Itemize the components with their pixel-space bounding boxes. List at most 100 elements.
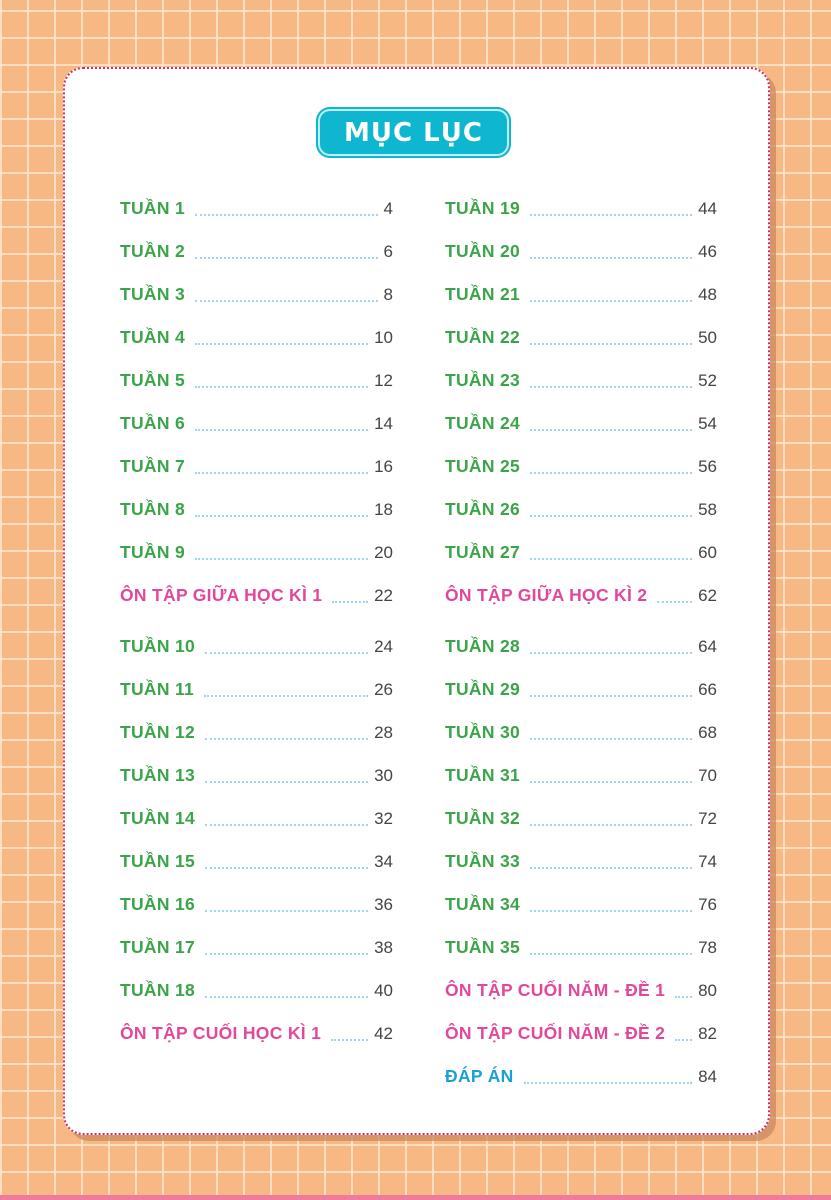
- toc-entry[interactable]: TUẦN 34 76: [445, 883, 717, 926]
- bottom-strip: [0, 1195, 831, 1200]
- toc-entry[interactable]: ÔN TẬP CUỐI NĂM - ĐỀ 1 80: [445, 969, 717, 1012]
- toc-entry-label: TUẦN 35: [445, 937, 521, 957]
- toc-entry[interactable]: TUẦN 6 14: [120, 402, 393, 445]
- dot-leader: [205, 995, 369, 998]
- dot-leader: [195, 514, 369, 517]
- toc-entry[interactable]: TUẦN 4 10: [120, 316, 393, 359]
- toc-entry-label: TUẦN 11: [120, 679, 195, 699]
- toc-entry[interactable]: TUẦN 17 38: [120, 926, 393, 969]
- toc-entry-label: TUẦN 4: [120, 327, 185, 347]
- toc-entry-page: 34: [374, 851, 393, 871]
- dot-leader: [657, 600, 693, 603]
- toc-entry-page: 42: [374, 1023, 393, 1043]
- toc-entry[interactable]: TUẦN 26 58: [445, 488, 717, 531]
- toc-entry[interactable]: TUẦN 5 12: [120, 359, 393, 402]
- toc-entry[interactable]: TUẦN 8 18: [120, 488, 393, 531]
- toc-entry-label: TUẦN 1: [120, 198, 185, 218]
- toc-entry[interactable]: TUẦN 31 70: [445, 754, 717, 797]
- toc-entry-label: TUẦN 16: [120, 894, 196, 914]
- toc-entry-label: TUẦN 17: [120, 937, 196, 957]
- dot-leader: [530, 213, 693, 216]
- dot-leader: [530, 694, 693, 697]
- toc-entry-page: 78: [698, 937, 717, 957]
- toc-entry[interactable]: TUẦN 15 34: [120, 840, 393, 883]
- toc-entry-page: 84: [698, 1066, 717, 1086]
- toc-entry[interactable]: TUẦN 10 24: [120, 625, 393, 668]
- toc-entry[interactable]: TUẦN 19 44: [445, 187, 717, 230]
- toc-entry-page: 6: [383, 241, 393, 261]
- toc-entry-page: 74: [698, 851, 717, 871]
- toc-entry-label: TUẦN 18: [120, 980, 196, 1000]
- toc-entry-page: 18: [374, 499, 393, 519]
- toc-entry[interactable]: ÔN TẬP CUỐI NĂM - ĐỀ 2 82: [445, 1012, 717, 1055]
- toc-entry[interactable]: TUẦN 20 46: [445, 230, 717, 273]
- dot-leader: [195, 428, 369, 431]
- toc-entry-page: 70: [698, 765, 717, 785]
- toc-entry-label: TUẦN 30: [445, 722, 521, 742]
- dot-leader: [530, 342, 693, 345]
- toc-entry[interactable]: TUẦN 21 48: [445, 273, 717, 316]
- toc-entry-page: 4: [383, 198, 393, 218]
- toc-entry[interactable]: TUẦN 3 8: [120, 273, 393, 316]
- toc-entry-page: 68: [698, 722, 717, 742]
- toc-entry[interactable]: ÔN TẬP GIỮA HỌC KÌ 2 62: [445, 574, 717, 617]
- dot-leader: [530, 557, 693, 560]
- toc-entry-page: 22: [374, 585, 393, 605]
- toc-entry[interactable]: TUẦN 13 30: [120, 754, 393, 797]
- toc-entry[interactable]: TUẦN 9 20: [120, 531, 393, 574]
- toc-entry-label: ÔN TẬP CUỐI HỌC KÌ 1: [120, 1023, 322, 1043]
- toc-entry[interactable]: TUẦN 11 26: [120, 668, 393, 711]
- toc-entry-label: TUẦN 13: [120, 765, 196, 785]
- dot-leader: [530, 780, 693, 783]
- dot-leader: [195, 471, 369, 474]
- dot-leader: [205, 866, 369, 869]
- toc-entry-page: 72: [698, 808, 717, 828]
- toc-entry[interactable]: TUẦN 27 60: [445, 531, 717, 574]
- toc-entry-label: ÔN TẬP GIỮA HỌC KÌ 2: [445, 585, 648, 605]
- toc-entry[interactable]: TUẦN 1 4: [120, 187, 393, 230]
- toc-entry-label: TUẦN 7: [120, 456, 185, 476]
- toc-entry[interactable]: TUẦN 25 56: [445, 445, 717, 488]
- dot-leader: [675, 1038, 693, 1041]
- toc-entry[interactable]: TUẦN 16 36: [120, 883, 393, 926]
- dot-leader: [205, 823, 369, 826]
- toc-entry[interactable]: TUẦN 2 6: [120, 230, 393, 273]
- toc-entry[interactable]: TUẦN 18 40: [120, 969, 393, 1012]
- toc-entry[interactable]: ĐÁP ÁN 84: [445, 1055, 717, 1098]
- toc-entry[interactable]: TUẦN 22 50: [445, 316, 717, 359]
- dot-leader: [205, 909, 369, 912]
- toc-entry[interactable]: TUẦN 35 78: [445, 926, 717, 969]
- toc-entry-page: 10: [374, 327, 393, 347]
- toc-entry-label: TUẦN 19: [445, 198, 521, 218]
- toc-entry-label: TUẦN 23: [445, 370, 521, 390]
- toc-entry[interactable]: TUẦN 32 72: [445, 797, 717, 840]
- dot-leader: [530, 428, 693, 431]
- dot-leader: [530, 514, 693, 517]
- toc-entry[interactable]: TUẦN 33 74: [445, 840, 717, 883]
- dot-leader: [195, 256, 378, 259]
- dot-leader: [530, 737, 693, 740]
- dot-leader: [675, 995, 693, 998]
- toc-entry[interactable]: TUẦN 30 68: [445, 711, 717, 754]
- toc-entry[interactable]: TUẦN 12 28: [120, 711, 393, 754]
- dot-leader: [530, 471, 693, 474]
- toc-entry[interactable]: TUẦN 29 66: [445, 668, 717, 711]
- toc-entry-label: ÔN TẬP CUỐI NĂM - ĐỀ 1: [445, 980, 666, 1000]
- toc-entry-page: 62: [698, 585, 717, 605]
- toc-entry[interactable]: TUẦN 24 54: [445, 402, 717, 445]
- toc-entry[interactable]: TUẦN 14 32: [120, 797, 393, 840]
- toc-entry-page: 20: [374, 542, 393, 562]
- dot-leader: [195, 299, 378, 302]
- toc-entry[interactable]: ÔN TẬP CUỐI HỌC KÌ 1 42: [120, 1012, 393, 1055]
- toc-entry[interactable]: TUẦN 23 52: [445, 359, 717, 402]
- toc-entry[interactable]: TUẦN 7 16: [120, 445, 393, 488]
- toc-entry[interactable]: TUẦN 28 64: [445, 625, 717, 668]
- toc-entry[interactable]: ÔN TẬP GIỮA HỌC KÌ 1 22: [120, 574, 393, 617]
- toc-entry-label: TUẦN 2: [120, 241, 185, 261]
- toc-entry-label: TUẦN 21: [445, 284, 521, 304]
- toc-entry-page: 64: [698, 636, 717, 656]
- dot-leader: [530, 651, 693, 654]
- dot-leader: [530, 256, 693, 259]
- dot-leader: [530, 952, 693, 955]
- toc-entry-label: ĐÁP ÁN: [445, 1066, 514, 1086]
